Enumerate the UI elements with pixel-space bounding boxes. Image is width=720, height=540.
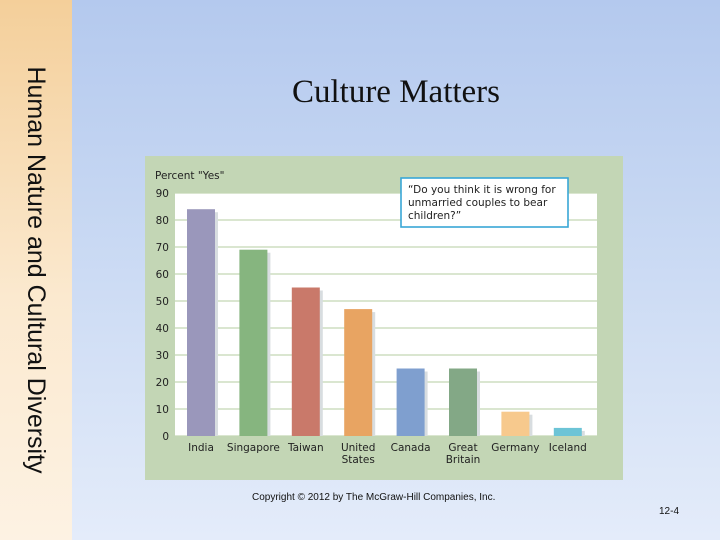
bar xyxy=(344,309,373,436)
y-tick-label: 70 xyxy=(156,242,169,254)
bar xyxy=(239,249,268,436)
y-tick-label: 50 xyxy=(156,296,169,308)
chart-text: 0 10 20 30 40 50 60 70 80 90 Percent "Yes" India Sin… xyxy=(155,170,587,466)
bar xyxy=(449,368,477,436)
x-tick-label: India xyxy=(188,442,214,454)
bar xyxy=(396,368,425,436)
callout-text: children?” xyxy=(408,210,461,222)
x-tick-label: Singapore xyxy=(227,442,280,454)
x-tick-label: States xyxy=(342,454,375,466)
side-band xyxy=(0,0,72,540)
gridlines xyxy=(175,192,597,437)
x-tick-label: Britain xyxy=(446,454,481,466)
y-axis-title: Percent "Yes" xyxy=(155,170,224,182)
y-tick-label: 10 xyxy=(156,404,169,416)
x-tick-label: Canada xyxy=(391,442,431,454)
x-tick-label: Great xyxy=(448,442,477,454)
slide-number: 12-4 xyxy=(659,506,680,517)
plot-area xyxy=(175,193,597,436)
callout-text: unmarried couples to bear xyxy=(408,197,548,209)
section-title: Human Nature and Cultural Diversity xyxy=(22,66,50,474)
y-tick-label: 90 xyxy=(156,188,169,200)
question-callout xyxy=(400,177,569,228)
x-tick-label: United xyxy=(341,442,376,454)
y-tick-label: 30 xyxy=(156,350,169,362)
x-tick-label: Germany xyxy=(491,442,539,454)
y-tick-label: 0 xyxy=(162,431,169,443)
bar xyxy=(291,287,320,436)
callout-text: “Do you think it is wrong for xyxy=(408,184,556,196)
y-tick-label: 20 xyxy=(156,377,169,389)
copyright-notice: Copyright © 2012 by The McGraw-Hill Comp… xyxy=(252,492,496,503)
y-tick-label: 80 xyxy=(156,215,169,227)
x-tick-label: Taiwan xyxy=(287,442,324,454)
bar xyxy=(553,427,582,436)
bar xyxy=(501,411,530,436)
y-tick-label: 40 xyxy=(156,323,169,335)
slide-title: Culture Matters xyxy=(291,74,501,110)
bars xyxy=(187,209,585,436)
y-tick-label: 60 xyxy=(156,269,169,281)
chart-canvas: 0 10 20 30 40 50 60 70 80 90 Percent "Yes" India Sin… xyxy=(155,170,597,466)
bar xyxy=(187,209,215,436)
bar-chart: 0 10 20 30 40 50 60 70 80 90 Percent "Yes" India Sin… xyxy=(145,156,623,480)
x-tick-label: Iceland xyxy=(549,442,587,454)
